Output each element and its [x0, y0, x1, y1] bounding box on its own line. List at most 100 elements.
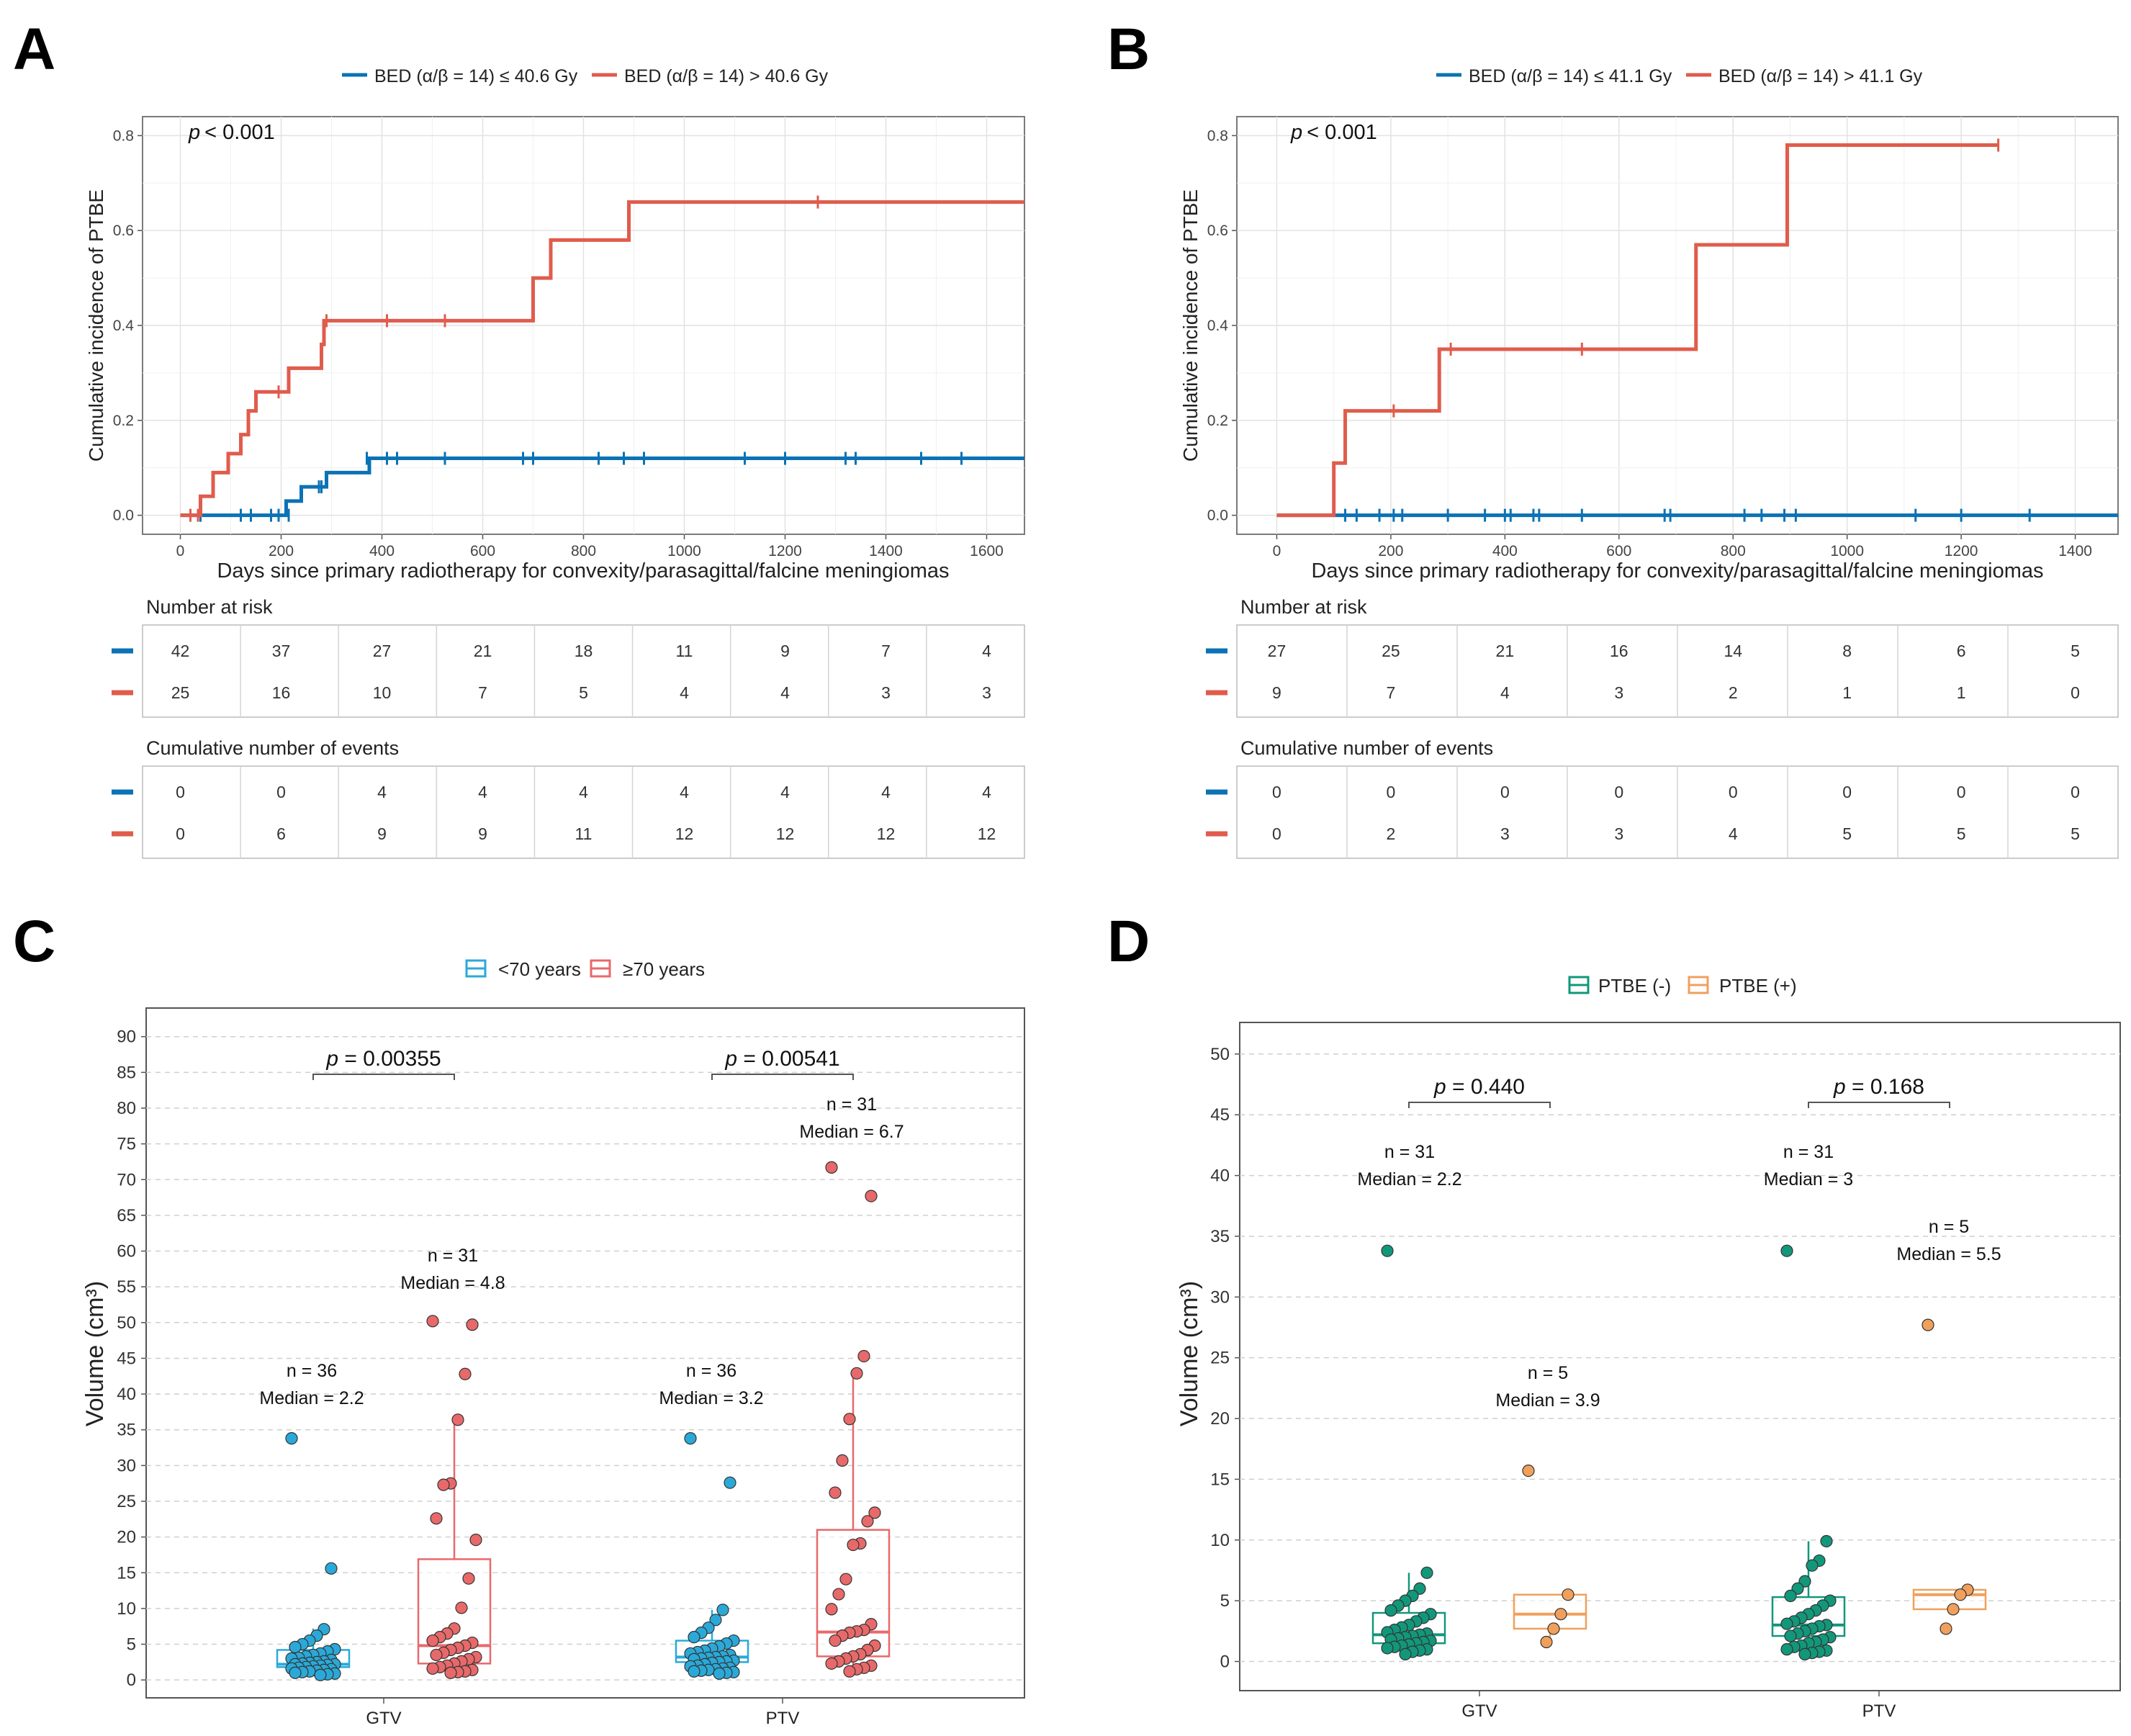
y-tick-label: 65	[117, 1206, 136, 1225]
x-tick-label-ptv: PTV	[1862, 1701, 1896, 1721]
y-tick-label: 30	[117, 1456, 136, 1475]
data-point	[716, 1604, 729, 1616]
x-tick-label-gtv: GTV	[1461, 1701, 1497, 1721]
y-tick-label: 5	[127, 1635, 136, 1655]
risk-table-title: Number at risk	[1240, 596, 1367, 618]
data-point	[850, 1367, 863, 1380]
table-cell: 3	[1500, 824, 1510, 843]
data-point	[1820, 1534, 1833, 1548]
table-cell: 37	[272, 642, 291, 660]
legend-label-series-2: BED (α/β = 14) > 40.6 Gy	[624, 66, 829, 86]
table-cell: 1	[1957, 683, 1966, 702]
data-point	[285, 1432, 298, 1445]
data-point	[455, 1601, 468, 1614]
x-axis-title: Days since primary radiotherapy for conv…	[217, 559, 949, 583]
axis-ticks: 0 5 10 15 20 25 30 35 40 45 50 55 60 65 70 75 80 85 90	[117, 1027, 783, 1704]
axis-ticks: 0 5 10 15 20 25 30 35 40 45 50	[1210, 1045, 1880, 1696]
table-cell: 27	[373, 642, 392, 660]
x-tick-label: 800	[1721, 543, 1746, 559]
table-cell: 11	[575, 824, 593, 843]
y-tick-label: 50	[1210, 1045, 1230, 1064]
table-cell: 0	[1614, 783, 1623, 801]
data-point	[451, 1413, 464, 1426]
y-axis-title: Cumulative incidence of PTBE	[1179, 189, 1202, 462]
data-point	[713, 1667, 726, 1680]
y-tick-label: 0.0	[113, 508, 134, 524]
p-value-annotation: p < 0.001	[188, 121, 275, 144]
table-cell: 8	[1842, 642, 1852, 660]
comparison-p-number: = 0.168	[1846, 1075, 1924, 1099]
table-cell: 4	[579, 783, 588, 801]
panel-letter-c: C	[13, 909, 55, 974]
boxes: n = 36 Median = 2.2 n = 31 Median = 4.8 n = …	[259, 1047, 904, 1681]
x-tick-label: 400	[1492, 543, 1518, 559]
x-tick-label: 600	[1606, 543, 1631, 559]
y-tick-label: 0.8	[1207, 127, 1228, 144]
y-tick-label: 45	[1210, 1105, 1230, 1125]
table-cell: 25	[171, 683, 190, 702]
data-point	[289, 1666, 302, 1679]
table-cell: 3	[881, 683, 891, 702]
comparison-p-value: p = 0.168	[1833, 1075, 1924, 1099]
km-curve-series-1	[180, 457, 1024, 518]
table-cell: 21	[1496, 642, 1515, 660]
events-table-title: Cumulative number of events	[146, 737, 399, 759]
y-tick-label: 35	[117, 1421, 136, 1440]
table-cell: 3	[982, 683, 991, 702]
data-point	[847, 1538, 860, 1552]
table-cell: 4	[881, 783, 891, 801]
data-point	[843, 1665, 856, 1678]
data-point	[1381, 1244, 1394, 1257]
y-axis-title: Volume (cm³)	[81, 1281, 109, 1426]
table-cell: 4	[680, 683, 689, 702]
data-point	[469, 1534, 482, 1547]
p-value: < 0.001	[204, 121, 275, 144]
comparison-p-label: p	[1433, 1075, 1446, 1099]
y-tick-label: 85	[117, 1063, 136, 1082]
group-n-label: n = 31	[1783, 1142, 1834, 1162]
data-point	[843, 1413, 856, 1426]
table-cell: 4	[1729, 824, 1738, 843]
y-tick-label: 0.4	[1207, 318, 1229, 334]
x-tick-label-ptv: PTV	[766, 1709, 800, 1728]
data-point	[839, 1573, 852, 1586]
table-cell: 12	[675, 824, 694, 843]
panel-letter-a: A	[13, 17, 55, 82]
legend-label-series-1: PTBE (-)	[1598, 975, 1671, 997]
table-cell: 0	[2071, 783, 2080, 801]
group-median-label: Median = 4.8	[400, 1273, 505, 1293]
y-tick-label: 15	[1210, 1470, 1230, 1489]
y-axis-title: Cumulative incidence of PTBE	[85, 189, 107, 462]
data-point	[829, 1486, 842, 1499]
table-frame	[142, 765, 1025, 859]
data-point	[1554, 1608, 1567, 1621]
data-point	[1780, 1643, 1793, 1656]
data-point	[1381, 1642, 1394, 1655]
x-tick-label: 0	[1273, 543, 1281, 559]
table-cell: 1	[1842, 683, 1852, 702]
y-tick-label: 70	[117, 1170, 136, 1189]
table-cell: 3	[1614, 824, 1623, 843]
comparison-p-value: p = 0.00541	[724, 1047, 839, 1071]
comparison-p-number: = 0.00541	[737, 1047, 840, 1071]
data-point	[314, 1668, 327, 1681]
group-median-label: Median = 6.7	[799, 1122, 904, 1142]
group-median-label: Median = 2.2	[259, 1388, 364, 1408]
comparison-p-label: p	[724, 1047, 737, 1071]
table-cell: 7	[1387, 683, 1396, 702]
x-tick-label: 400	[369, 543, 395, 559]
table-cell: 9	[1272, 683, 1281, 702]
y-tick-label: 15	[117, 1563, 136, 1583]
data-point	[1420, 1566, 1433, 1579]
p-value: < 0.001	[1307, 121, 1377, 144]
table-cell: 7	[478, 683, 487, 702]
data-point	[684, 1432, 697, 1445]
legend-label-series-2: ≥70 years	[623, 958, 705, 980]
legend: <70 years ≥70 years	[465, 958, 705, 980]
table-cell: 0	[1272, 824, 1281, 843]
table-cell: 21	[474, 642, 492, 660]
x-tick-label: 1000	[1830, 543, 1864, 559]
x-tick-label: 1200	[1945, 543, 1978, 559]
data-point	[1921, 1318, 1934, 1331]
table-cell: 12	[877, 824, 896, 843]
